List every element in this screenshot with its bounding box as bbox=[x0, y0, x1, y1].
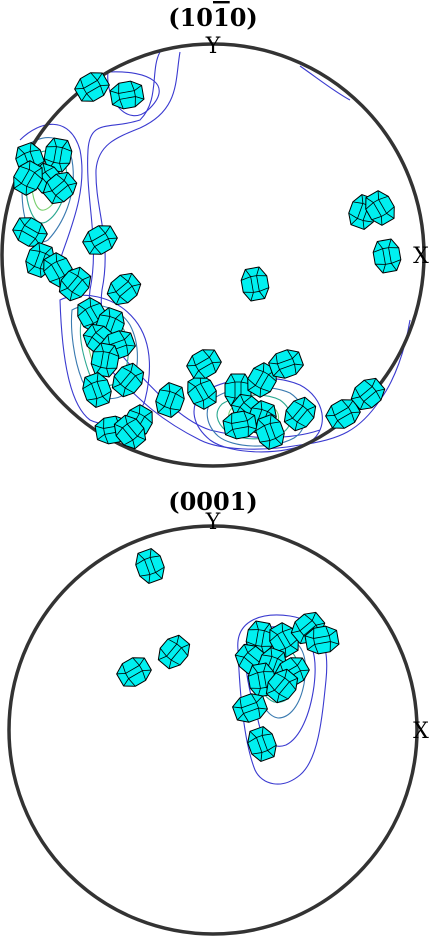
crystal-glyphs-basal bbox=[113, 546, 341, 764]
crystal-glyph bbox=[79, 220, 121, 260]
crystal-glyph bbox=[183, 344, 225, 384]
crystal-glyph bbox=[102, 268, 146, 310]
overbar-digit: 1 bbox=[213, 3, 230, 32]
crystal-glyph bbox=[238, 265, 272, 303]
stereonet-circle-basal bbox=[7, 524, 419, 936]
panel-title-prism: (1010) bbox=[168, 3, 258, 32]
crystal-glyph bbox=[279, 392, 321, 436]
crystal-glyphs-prism bbox=[8, 67, 404, 454]
crystal-glyph bbox=[221, 408, 259, 442]
panel-title-basal: (0001) bbox=[168, 487, 258, 516]
crystal-glyph bbox=[131, 546, 169, 586]
crystal-glyph bbox=[243, 724, 281, 764]
stereonet-circle bbox=[0, 42, 426, 468]
pole-figure-prism: (1010) Y X bbox=[0, 3, 429, 468]
crystal-glyph bbox=[153, 630, 195, 674]
crystal-glyph bbox=[113, 652, 155, 692]
axis-label-x: X bbox=[413, 244, 429, 269]
axis-label-y: Y bbox=[205, 34, 221, 59]
axis-label-y-basal: Y bbox=[205, 510, 221, 535]
axis-label-x-basal: X bbox=[413, 719, 429, 744]
crystal-glyph bbox=[370, 237, 404, 275]
pole-figure-basal: (0001) Y X bbox=[7, 487, 429, 936]
crystal-glyph bbox=[108, 78, 146, 112]
